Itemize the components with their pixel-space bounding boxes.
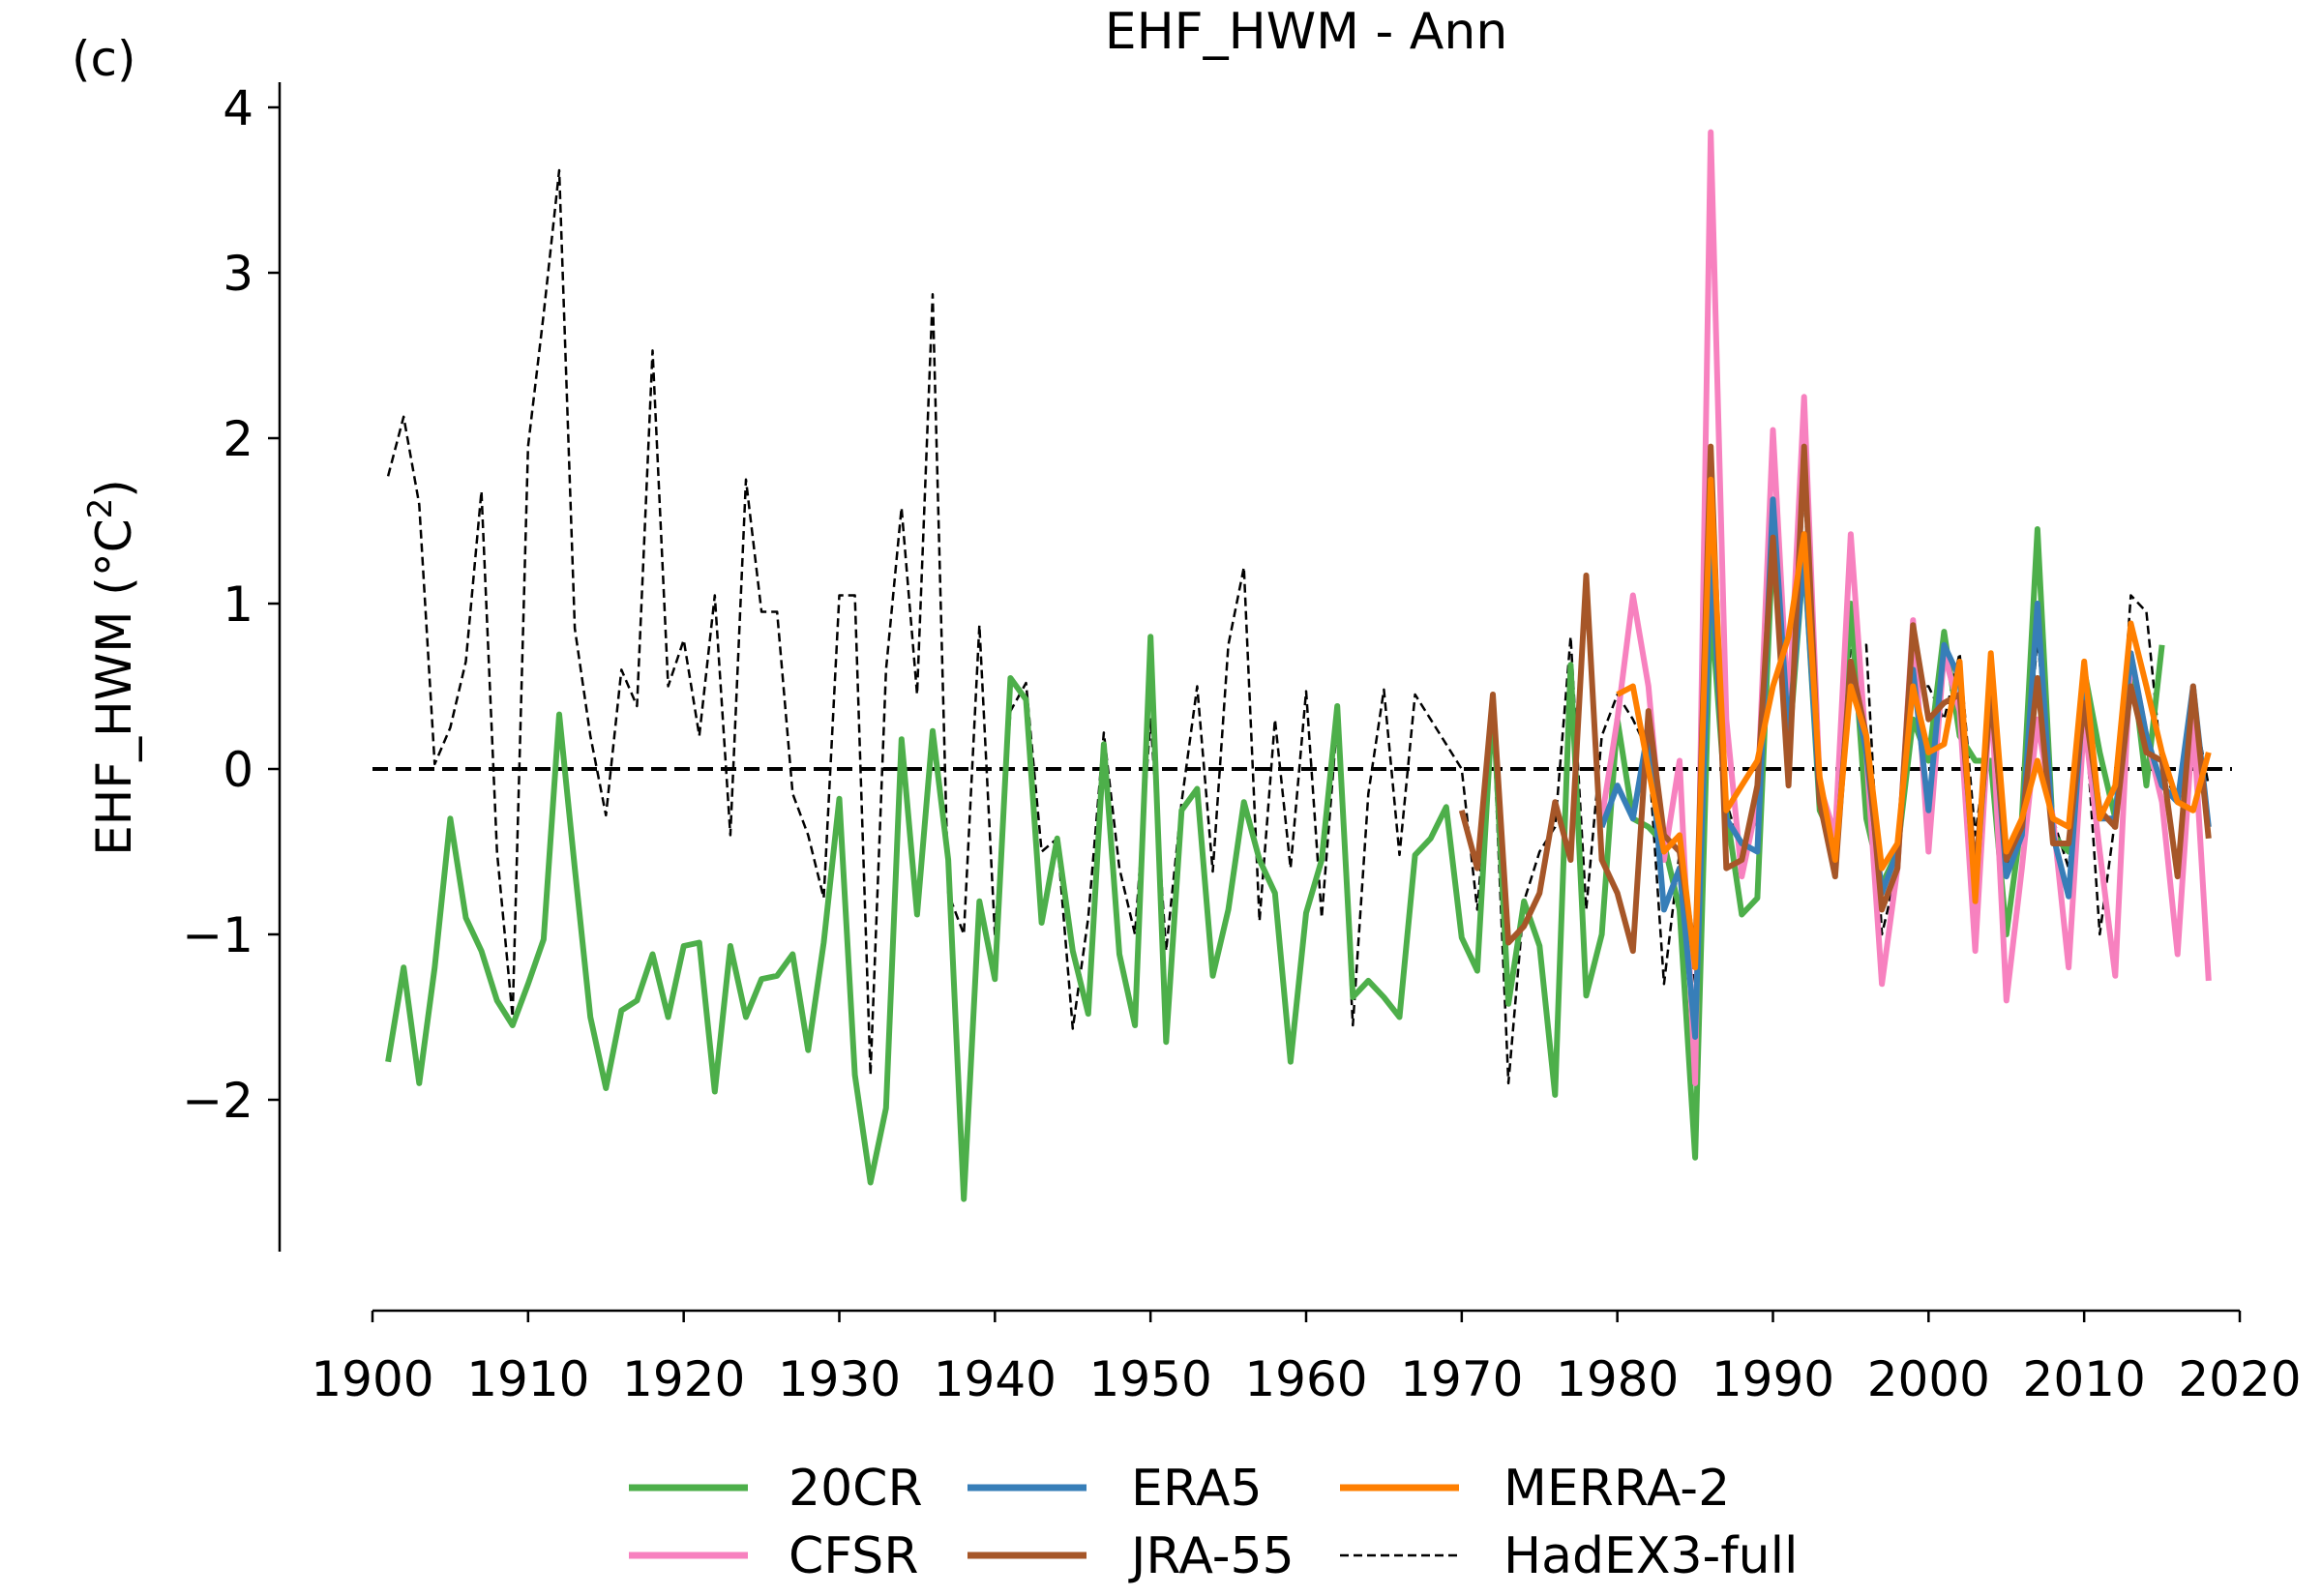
y-axis-label-main: EHF_HWM (°C: [86, 518, 142, 855]
y-axis-label: EHF_HWM (°C2): [81, 479, 142, 856]
y-axis-label-sup: 2: [81, 498, 120, 519]
series-hadex3-full: [386, 168, 2211, 1085]
y-tick-label: 4: [223, 80, 253, 136]
x-tick-label: 1910: [466, 1351, 589, 1407]
legend-item: CFSR: [629, 1527, 918, 1585]
x-tick-label: 1900: [311, 1351, 433, 1407]
series-line: [386, 168, 2211, 1085]
legend-item: JRA-55: [968, 1527, 1295, 1585]
panel-label: (c): [72, 31, 136, 87]
x-tick-label: 1970: [1400, 1351, 1523, 1407]
series-merra-2: [1616, 476, 2212, 971]
x-tick-label: 1940: [934, 1351, 1057, 1407]
y-tick-label: 3: [223, 246, 253, 302]
x-tick-label: 1980: [1556, 1351, 1679, 1407]
x-tick-label: 1920: [622, 1351, 745, 1407]
series-line: [1458, 443, 2212, 962]
legend-item: 20CR: [629, 1460, 923, 1518]
legend-item: MERRA-2: [1340, 1460, 1730, 1518]
legend-label: 20CR: [789, 1460, 923, 1518]
legend-label: MERRA-2: [1503, 1460, 1730, 1518]
legend-label: HadEX3-full: [1503, 1527, 1798, 1585]
chart-title: EHF_HWM - Ann: [1105, 3, 1508, 61]
y-tick-label: 2: [223, 411, 253, 467]
y-tick-label: −1: [182, 907, 253, 963]
series-20cr: [385, 526, 2165, 1202]
y-axis-label-close: ): [86, 479, 142, 498]
x-tick-label: 2000: [1867, 1351, 1990, 1407]
y-tick-label: −2: [182, 1073, 253, 1129]
legend-label: JRA-55: [1128, 1527, 1295, 1585]
x-tick-label: 1990: [1712, 1351, 1834, 1407]
legend-item: ERA5: [968, 1460, 1263, 1518]
y-tick-label: 1: [223, 576, 253, 633]
y-tick-label: 0: [223, 742, 253, 798]
series-line: [1616, 476, 2212, 971]
x-tick-label: 1960: [1244, 1351, 1367, 1407]
x-tick-label: 2020: [2178, 1351, 2301, 1407]
legend-label: CFSR: [789, 1527, 918, 1585]
x-tick-label: 1930: [778, 1351, 901, 1407]
x-tick-label: 2010: [2023, 1351, 2146, 1407]
legend-label: ERA5: [1131, 1460, 1263, 1518]
x-tick-label: 1950: [1089, 1351, 1212, 1407]
legend-item: HadEX3-full: [1340, 1527, 1798, 1585]
